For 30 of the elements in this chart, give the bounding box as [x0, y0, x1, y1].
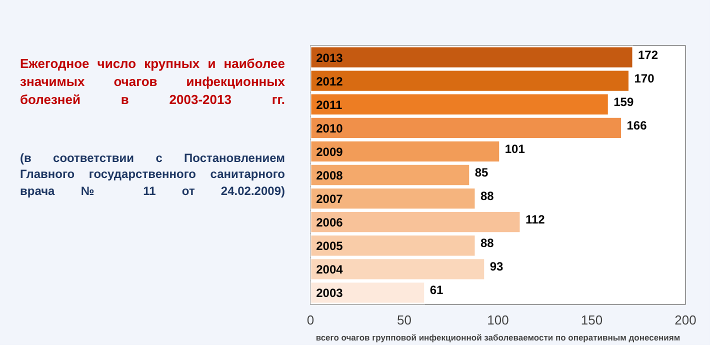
data-label: 93 — [490, 260, 504, 274]
y-tick-label: 2007 — [316, 192, 344, 206]
data-label: 170 — [634, 71, 655, 86]
x-tick-label: 150 — [580, 312, 603, 328]
data-label: 166 — [626, 118, 648, 132]
data-label: 88 — [480, 236, 494, 250]
y-tick-label: 2006 — [316, 216, 344, 230]
y-tick-label: 2013 — [316, 50, 344, 65]
text: (в соответствии с Постановлением Главного государственного санитарного врача № 11 от 24.02.2009) — [20, 150, 285, 200]
data-label: 159 — [614, 94, 634, 109]
data-label: 112 — [526, 212, 546, 227]
x-tick-label: 200 — [674, 312, 696, 328]
data-label: 172 — [638, 48, 658, 62]
y-tick-label: 2010 — [316, 121, 344, 136]
text: Ежегодное число крупных и наиболее значимых очагов инфекционных болезней в 2003-2013 гг. — [20, 55, 285, 110]
y-tick-label: 2005 — [316, 239, 344, 254]
y-tick-label: 2009 — [316, 144, 344, 159]
y-tick-label: 2011 — [316, 98, 342, 112]
data-label: 85 — [474, 166, 489, 180]
data-label: 88 — [480, 189, 494, 204]
x-tick-label: 0 — [306, 312, 314, 328]
x-tick-label: 100 — [487, 312, 509, 328]
y-tick-label: 2003 — [316, 286, 344, 300]
x-tick-label: 50 — [397, 312, 412, 328]
x-axis-title: всего очагов групповой инфекционной заболеваемости по оперативным донесениям — [316, 332, 680, 342]
y-tick-label: 2004 — [316, 262, 344, 277]
data-label: 61 — [430, 283, 444, 298]
data-label: 101 — [504, 142, 526, 156]
y-tick-label: 2008 — [316, 168, 344, 182]
y-tick-label: 2012 — [316, 74, 344, 88]
